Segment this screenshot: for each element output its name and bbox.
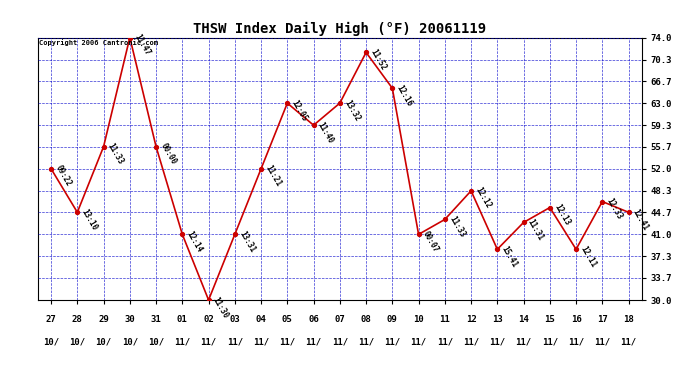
Text: 11/: 11/ [201,338,217,346]
Text: 07: 07 [335,315,345,324]
Text: 01: 01 [177,315,188,324]
Point [361,50,372,55]
Text: 12:05: 12:05 [290,98,309,123]
Text: 15: 15 [544,315,555,324]
Point [46,166,57,172]
Text: 11/: 11/ [175,338,190,346]
Text: 13:10: 13:10 [80,207,99,232]
Text: 29: 29 [98,315,109,324]
Text: Copyright 2006 Cantronic.com: Copyright 2006 Cantronic.com [39,39,158,46]
Point [440,216,451,222]
Point [177,231,188,237]
Text: 11/: 11/ [463,338,479,346]
Text: 11/: 11/ [384,338,400,346]
Text: 10/: 10/ [43,338,59,346]
Text: 09:22: 09:22 [54,164,73,188]
Text: 11:47: 11:47 [132,33,152,57]
Text: 12:12: 12:12 [473,186,493,210]
Text: 11/: 11/ [620,338,637,346]
Text: 11/: 11/ [227,338,243,346]
Text: 11:31: 11:31 [526,217,545,242]
Text: 11:30: 11:30 [211,295,230,320]
Text: 16: 16 [571,315,582,324]
Text: 12:16: 12:16 [395,83,414,108]
Point [308,122,319,128]
Point [124,34,135,40]
Text: 11/: 11/ [279,338,295,346]
Text: 06: 06 [308,315,319,324]
Title: THSW Index Daily High (°F) 20061119: THSW Index Daily High (°F) 20061119 [193,22,486,36]
Text: 11/: 11/ [437,338,453,346]
Text: 17: 17 [597,315,608,324]
Text: 04: 04 [256,315,266,324]
Point [387,85,398,91]
Text: 14: 14 [518,315,529,324]
Point [597,199,608,205]
Text: 09: 09 [387,315,397,324]
Text: 27: 27 [46,315,57,324]
Text: 11:33: 11:33 [447,214,466,239]
Point [413,231,424,237]
Text: 10/: 10/ [121,338,138,346]
Text: 10: 10 [413,315,424,324]
Point [150,144,161,150]
Point [334,100,345,106]
Point [203,297,214,303]
Text: 12: 12 [466,315,477,324]
Text: 12:33: 12:33 [604,196,624,221]
Point [72,209,83,215]
Text: 10/: 10/ [95,338,112,346]
Text: 11/: 11/ [358,338,374,346]
Text: 13:32: 13:32 [342,98,362,123]
Text: 31: 31 [150,315,161,324]
Text: 11:52: 11:52 [368,48,388,72]
Text: 11/: 11/ [594,338,611,346]
Text: 18: 18 [623,315,634,324]
Text: 05: 05 [282,315,293,324]
Text: 10/: 10/ [148,338,164,346]
Text: 12:11: 12:11 [578,244,598,269]
Text: 12:41: 12:41 [631,207,651,232]
Text: 30: 30 [124,315,135,324]
Point [229,231,240,237]
Text: 11/: 11/ [515,338,531,346]
Text: 11:33: 11:33 [106,142,126,166]
Text: 00:07: 00:07 [421,230,440,254]
Text: 10/: 10/ [69,338,86,346]
Point [571,246,582,252]
Text: 11:21: 11:21 [264,164,283,188]
Text: 12:14: 12:14 [185,230,204,254]
Text: 00:00: 00:00 [159,142,178,166]
Text: 11/: 11/ [332,338,348,346]
Text: 11: 11 [440,315,450,324]
Text: 13: 13 [492,315,503,324]
Text: 11/: 11/ [306,338,322,346]
Point [544,204,555,210]
Point [282,100,293,106]
Text: 13:31: 13:31 [237,230,257,254]
Text: 11/: 11/ [568,338,584,346]
Point [623,209,634,215]
Point [98,144,109,150]
Text: 15:41: 15:41 [500,244,519,269]
Text: 11:40: 11:40 [316,120,335,145]
Text: 11/: 11/ [542,338,558,346]
Text: 11/: 11/ [411,338,426,346]
Point [518,219,529,225]
Text: 02: 02 [203,315,214,324]
Point [255,166,266,172]
Text: 12:13: 12:13 [552,202,571,227]
Text: 28: 28 [72,315,83,324]
Point [492,246,503,252]
Text: 11/: 11/ [253,338,269,346]
Text: 08: 08 [361,315,371,324]
Text: 11/: 11/ [489,338,505,346]
Point [466,188,477,194]
Text: 03: 03 [230,315,240,324]
